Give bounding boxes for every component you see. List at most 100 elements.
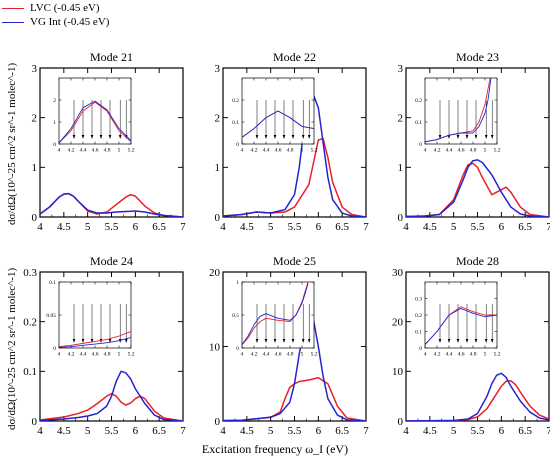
panel-2-title: Mode 22	[273, 50, 316, 64]
panel-1-inset-series-1-line	[59, 100, 131, 144]
panel-4-inset-marker-arrow	[124, 339, 128, 343]
panel-6-title: Mode 28	[456, 254, 499, 268]
panel-3-xtick-label: 5.5	[471, 221, 485, 233]
panel-1-inset-xtick-label: 4.6	[92, 148, 99, 154]
panel-3-xtick-label: 6	[499, 221, 505, 233]
panel-2-xtick-label: 4.5	[240, 221, 254, 233]
legend-entry-vg: VG Int (-0.45 eV)	[2, 15, 109, 29]
panel-4-inset-xtick-label: 4.8	[104, 352, 111, 358]
panel-3-series-0-line	[406, 162, 549, 217]
panel-6-series-1-line	[406, 372, 549, 421]
panel-5-xtick-label: 6	[316, 425, 322, 437]
panel-1-inset-xtick-label: 5.2	[128, 148, 135, 154]
panel-4-inset: 4 4.2 4.4 4.6 4.8 5 5.2 0 0.05 0.1	[46, 280, 134, 358]
panel-1-xtick-label: 7	[180, 221, 186, 233]
panel-5-inset: 4 4.2 4.4 4.6 4.8 5 5.2 0 0.5 1	[232, 280, 318, 358]
panel-3-xtick-label: 6.5	[518, 221, 532, 233]
panel-1-inset-frame	[58, 77, 132, 145]
panel-6-inset-xtick-label: 4.8	[470, 352, 477, 358]
panel-1-xtick-label: 4.5	[57, 221, 71, 233]
y-axis-label-top-text: dσ/dΩ(10^-25 cm^2 sr^-1 molec^-1)	[6, 62, 18, 225]
panel-5-inset-ytick-label: 0.5	[232, 313, 239, 319]
panel-5-ytick-label: 0	[215, 416, 221, 428]
panel-4-ytick-label: 0.2	[23, 317, 37, 329]
panel-5-inset-ytick-label: 0	[236, 346, 239, 352]
panel-6-xtick-label: 6.5	[518, 425, 532, 437]
panel-4-inset-marker-arrow	[81, 339, 85, 343]
panel-6-inset-marker-arrow	[484, 339, 488, 343]
panel-4-inset-ytick-label: 0.05	[46, 313, 56, 319]
panel-5-inset-xtick-label: 4.8	[287, 352, 294, 358]
panel-2-inset-marker-arrow	[291, 135, 295, 139]
panel-6-inset: 4 4.2 4.4 4.6 4.8 5 5.2 0 0.1 0.2 0.3	[415, 281, 501, 358]
panel-2-xtick-label: 5.5	[288, 221, 302, 233]
panel-3-series-1-line	[406, 159, 549, 217]
panel-1-series-1-line	[40, 192, 183, 217]
panel-3-xtick-label: 4.5	[423, 221, 437, 233]
panel-1-inset-xtick-label: 4.4	[80, 148, 87, 154]
panel-5-inset-marker-arrow	[255, 339, 259, 343]
x-axis-label: Excitation frequency ω_I (eV)	[0, 442, 550, 457]
panel-5-inset-xtick-label: 4.4	[263, 352, 270, 358]
panel-1-ytick-label: 0	[32, 212, 38, 224]
panel-2-ytick-label: 3	[215, 63, 221, 75]
panel-6-ytick-label: 20	[392, 317, 404, 329]
panel-4-inset-xtick-label: 4.2	[68, 352, 75, 358]
panel-6-ytick-label: 10	[392, 366, 404, 378]
panel-3-inset: 4 4.2 4.4 4.6 4.8 5 5.2 0 0.1 0.2	[415, 77, 501, 154]
panel-4-ytick-label: 0	[32, 416, 38, 428]
panel-6-inset-marker-arrow	[438, 339, 442, 343]
panel-4-series-0-line	[40, 392, 183, 421]
panel-3-inset-marker-arrow	[474, 135, 478, 139]
panel-1-inset-ytick-label: 0	[53, 142, 56, 148]
panel-3-inset-ytick-label: 0.2	[415, 98, 422, 104]
panel-2-xtick-label: 6	[316, 221, 322, 233]
legend-swatch-vg	[2, 21, 24, 23]
y-axis-label-bottom-text: dσ/dΩ(10^-25 cm^2 sr^-1 molec^-1)	[6, 267, 18, 430]
panel-3-inset-ytick-label: 0	[419, 142, 422, 148]
panel-1-title: Mode 21	[90, 50, 133, 64]
panel-5-xtick-label: 6.5	[335, 425, 349, 437]
panel-6-inset-xtick-label: 4.6	[458, 352, 465, 358]
panel-6-inset-ytick-label: 0	[419, 346, 422, 352]
panel-3-ytick-label: 0	[398, 212, 404, 224]
panel-5-inset-xtick-label: 5.2	[311, 352, 318, 358]
panel-6-xtick-label: 5.5	[471, 425, 485, 437]
panel-3-xtick-label: 7	[546, 221, 550, 233]
panel-3-inset-xtick-label: 4	[424, 148, 427, 154]
panel-6-inset-xtick-label: 5	[484, 352, 487, 358]
panel-1-ytick-label: 2	[32, 113, 38, 125]
panel-1-inset-ytick-label: 2	[53, 98, 56, 104]
panel-4-xtick-label: 5.5	[105, 425, 119, 437]
panel-3-inset-marker-arrow	[465, 135, 469, 139]
panel-1-inset-xtick-label: 5	[118, 148, 121, 154]
panel-4-xtick-label: 4.5	[57, 425, 71, 437]
panel-5-inset-ytick-label: 1	[236, 280, 239, 286]
panel-1-ytick-label: 1	[32, 162, 38, 174]
panel-4-xtick-label: 5	[85, 425, 91, 437]
panel-6-xtick-label: 4	[403, 425, 409, 437]
panel-2-inset-marker-arrow	[307, 135, 311, 139]
panel-2-inset-ytick-label: 0.1	[232, 120, 239, 126]
panel-6-inset-xtick-label: 4.4	[446, 352, 453, 358]
panel-2-inset-marker-arrow	[282, 135, 286, 139]
panel-3-inset-xtick-label: 4.8	[470, 148, 477, 154]
panel-2-xtick-label: 4	[220, 221, 226, 233]
panel-2-inset: 4 4.2 4.4 4.6 4.8 5 5.2 0 0.1 0.2	[232, 77, 318, 154]
panel-6-xtick-label: 4.5	[423, 425, 437, 437]
panel-4-inset-xtick-label: 4.6	[92, 352, 99, 358]
panel-3-inset-xtick-label: 4.6	[458, 148, 465, 154]
panel-4-ytick-label: 0.1	[23, 366, 37, 378]
panel-5-xtick-label: 4.5	[240, 425, 254, 437]
panel-1-inset-marker-arrow	[90, 135, 94, 139]
panel-6-ytick-label: 30	[392, 267, 404, 279]
panel-6-inset-ytick-label: 0.3	[415, 296, 422, 302]
panel-4-inset-xtick-label: 5.2	[128, 352, 135, 358]
panel-3-inset-ytick-label: 0.1	[415, 120, 422, 126]
panel-2-inset-marker-arrow	[301, 135, 305, 139]
panel-3-ytick-label: 3	[398, 63, 404, 75]
panel-1-xtick-label: 6	[133, 221, 139, 233]
panel-1-inset-marker-arrow	[118, 135, 122, 139]
panel-6-xtick-label: 6	[499, 425, 505, 437]
panel-3-inset-marker-arrow	[447, 135, 451, 139]
